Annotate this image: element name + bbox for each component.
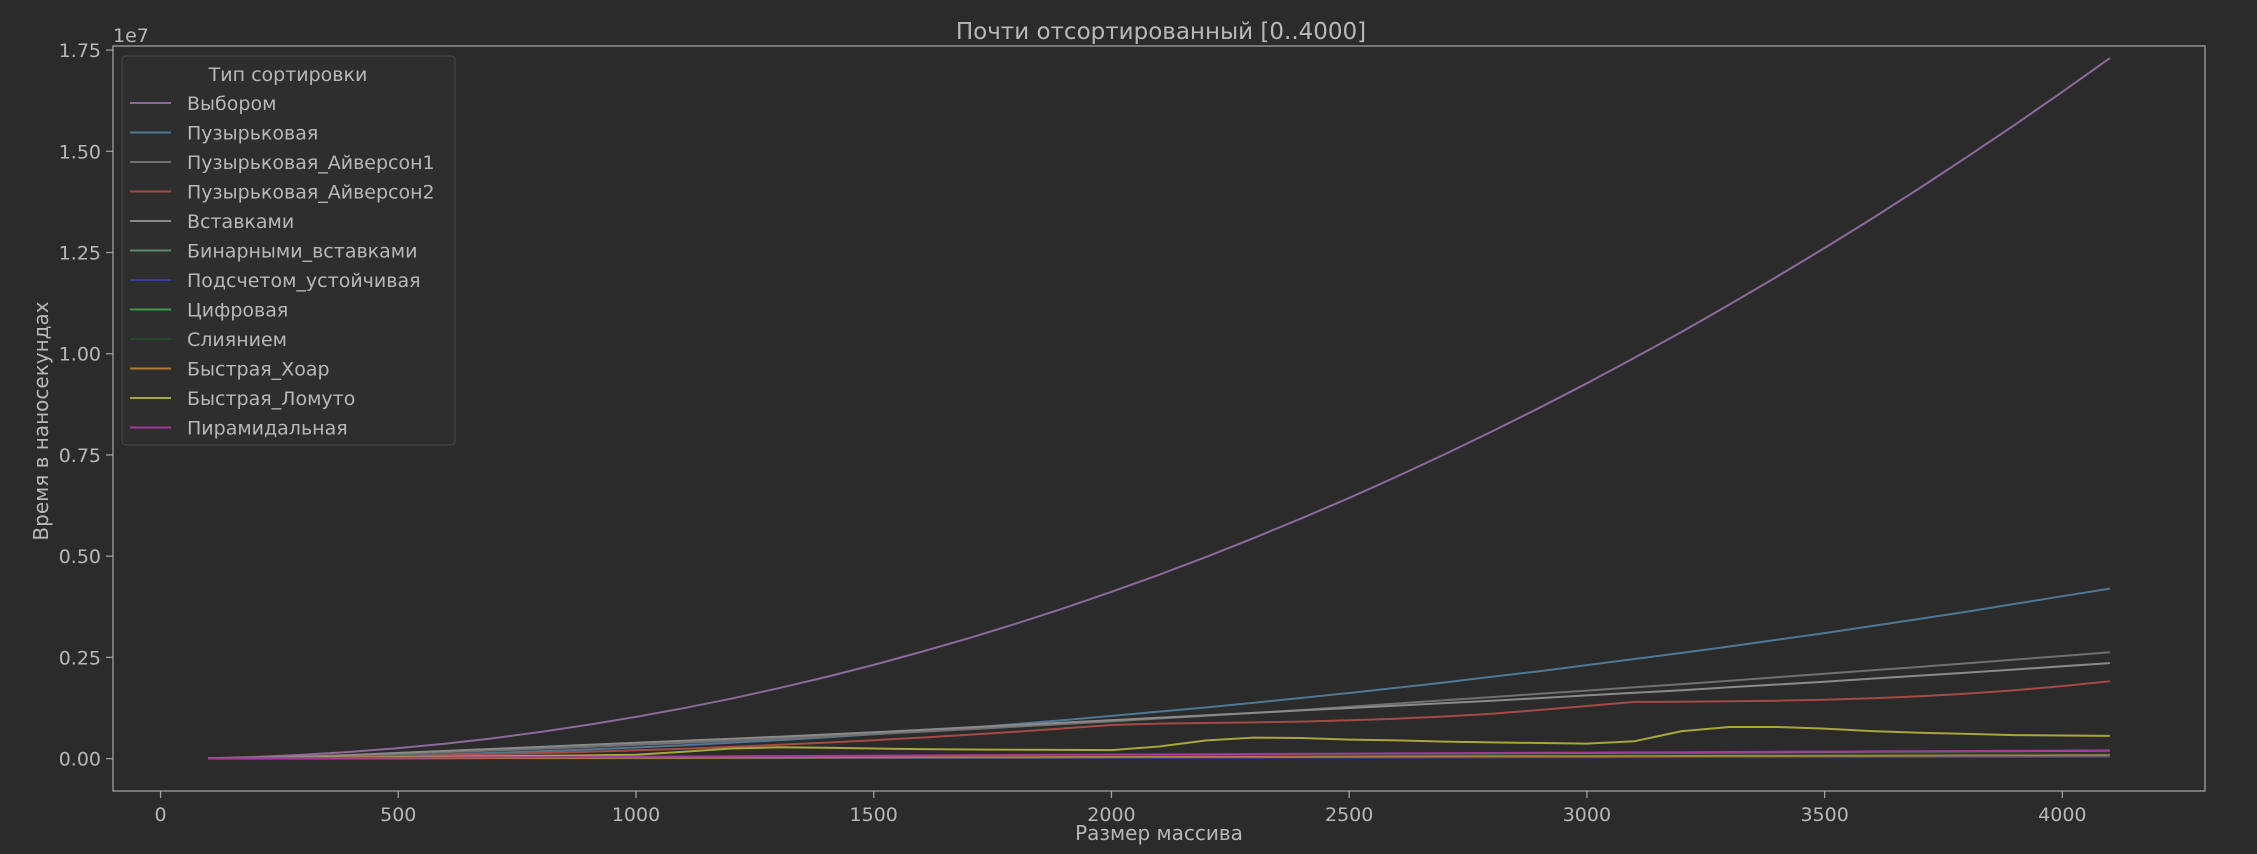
legend-label: Быстрая_Хоар xyxy=(187,359,330,381)
x-tick-label: 4000 xyxy=(2038,804,2086,826)
series-line-4 xyxy=(208,662,2110,760)
y-tick-label: 0.25 xyxy=(59,647,101,669)
legend-label: Вставками xyxy=(187,211,294,233)
x-axis-label: Размер массива xyxy=(1075,821,1243,845)
legend: Тип сортировки Выбором Пузырьковая Пузырьк… xyxy=(121,55,456,446)
x-tick-label: 2500 xyxy=(1325,804,1373,826)
series-line-10 xyxy=(208,726,2110,760)
legend-label: Быстрая_Ломуто xyxy=(187,388,355,410)
x-axis-ticks: 0 500 1000 1500 2000 2500 3000 3500 4000 xyxy=(154,791,2087,826)
plot-frame xyxy=(112,45,2206,792)
x-tick-label: 3500 xyxy=(1800,804,1848,826)
legend-title: Тип сортировки xyxy=(208,64,368,86)
legend-box xyxy=(121,55,456,446)
legend-label: Пузырьковая_Айверсон1 xyxy=(187,152,435,174)
legend-label: Цифровая xyxy=(187,300,288,322)
y-tick-label: 1.50 xyxy=(59,141,101,163)
y-axis-label: Время в наносекундах xyxy=(29,301,53,540)
x-tick-label: 3000 xyxy=(1563,804,1611,826)
series-line-3 xyxy=(208,680,2111,760)
y-multiplier-label: 1e7 xyxy=(113,25,149,47)
x-tick-label: 500 xyxy=(380,804,416,826)
y-tick-label: 1.25 xyxy=(59,242,101,264)
chart-title: Почти отсортированный [0..4000] xyxy=(956,19,1366,45)
x-tick-label: 1000 xyxy=(612,804,660,826)
legend-entries: Выбором Пузырьковая Пузырьковая_Айверсон1 П… xyxy=(130,93,435,440)
y-tick-label: 0.00 xyxy=(59,749,101,771)
legend-label: Пузырьковая xyxy=(187,123,318,145)
series-line-11 xyxy=(208,749,2110,760)
series-line-1 xyxy=(208,587,2111,760)
legend-label: Подсчетом_устойчивая xyxy=(187,270,421,292)
series-lines xyxy=(208,57,2111,760)
legend-label: Бинарными_вставками xyxy=(187,241,417,263)
y-tick-label: 0.50 xyxy=(59,546,101,568)
x-tick-label: 0 xyxy=(154,804,166,826)
legend-label: Пузырьковая_Айверсон2 xyxy=(187,182,435,204)
y-tick-label: 0.75 xyxy=(59,445,101,467)
y-axis-ticks: 0.00 0.25 0.50 0.75 1.00 1.25 1.50 1.75 xyxy=(59,40,113,771)
series-line-0 xyxy=(208,57,2111,760)
legend-label: Пирамидальная xyxy=(187,418,348,440)
y-tick-label: 1.75 xyxy=(59,40,101,62)
x-tick-label: 2000 xyxy=(1087,804,1135,826)
legend-label: Выбором xyxy=(187,93,276,115)
legend-label: Слиянием xyxy=(187,329,287,351)
y-tick-label: 1.00 xyxy=(59,344,101,366)
x-tick-label: 1500 xyxy=(850,804,898,826)
